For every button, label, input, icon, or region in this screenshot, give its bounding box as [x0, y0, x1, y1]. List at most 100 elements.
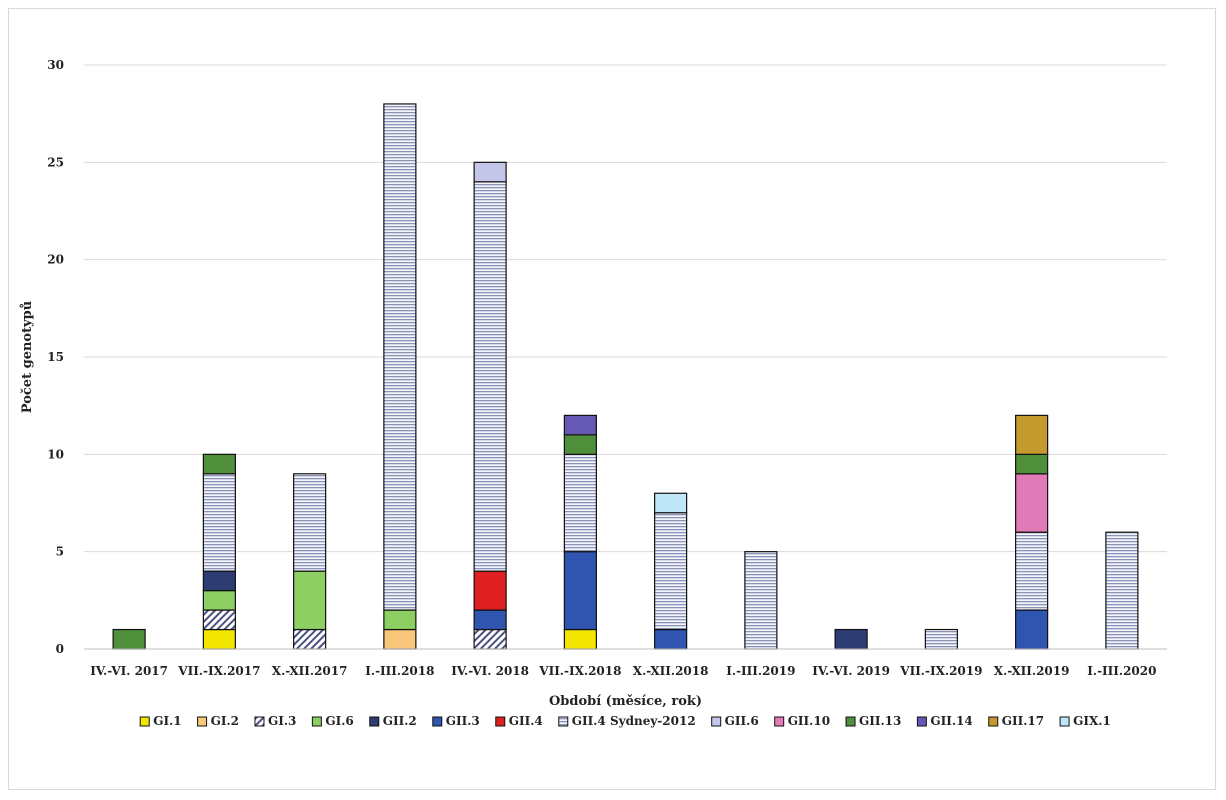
y-tick-label: 30	[47, 58, 64, 72]
legend-label: GII.14	[930, 714, 972, 728]
legend-item: GII.17	[988, 714, 1044, 728]
legend-item: GII.6	[711, 714, 759, 728]
legend-swatch	[558, 716, 569, 727]
legend-label: GII.13	[859, 714, 901, 728]
bar-segment	[202, 453, 236, 475]
x-tick-label: I.-III.2019	[726, 664, 795, 678]
legend-item: GII.10	[774, 714, 830, 728]
bar-segment	[202, 473, 236, 572]
legend-label: GIX.1	[1073, 714, 1111, 728]
legend-label: GI.1	[153, 714, 181, 728]
bar-segment	[1015, 473, 1049, 533]
bar-segment	[834, 628, 868, 650]
y-axis-title: Počet genotypů	[20, 301, 35, 413]
legend-label: GII.10	[788, 714, 830, 728]
legend-label: GII.3	[446, 714, 480, 728]
legend-swatch	[495, 716, 506, 727]
legend-label: GII.2	[383, 714, 417, 728]
x-tick-label: X.-XII.2019	[994, 664, 1070, 678]
bar-segment	[293, 570, 327, 631]
bar-segment	[654, 492, 688, 514]
legend-label: GII.17	[1002, 714, 1044, 728]
bar-segment	[563, 551, 597, 631]
y-tick-label: 10	[47, 447, 64, 461]
bar-segment	[563, 434, 597, 455]
legend-label: GII.6	[725, 714, 759, 728]
legend-item: GIX.1	[1059, 714, 1111, 728]
bar-segment	[293, 473, 327, 572]
legend-swatch	[916, 716, 927, 727]
legend-item: GI.1	[139, 714, 182, 728]
y-tick-label: 0	[56, 642, 64, 656]
bar-segment	[383, 609, 417, 631]
legend-swatch	[774, 716, 785, 727]
legend-label: GI.2	[211, 714, 239, 728]
legend-label: GII.4 Sydney-2012	[572, 714, 696, 728]
legend-item: GII.3	[432, 714, 480, 728]
bar-segment	[383, 628, 417, 650]
bar-segment	[563, 414, 597, 436]
legend-swatch	[711, 716, 722, 727]
bar-segment	[202, 589, 236, 611]
legend-item: GI.2	[197, 714, 239, 728]
legend-swatch	[1059, 716, 1070, 727]
x-tick-label: IV.-VI. 2019	[812, 664, 890, 678]
legend-swatch	[988, 716, 999, 727]
bar-segment	[654, 512, 688, 631]
bar-segment	[473, 570, 507, 611]
legend-item: GII.4	[495, 714, 543, 728]
x-axis-ticks: IV.-VI. 2017 VII.-IX.2017 X.-XII.2017 I.-II…	[90, 664, 1156, 678]
bar-segment	[473, 161, 507, 183]
legend-item: GI.6	[311, 714, 354, 728]
stacked-bar-chart: 0 5 10 15 20 25 30 IV.-VI. 2017 VII.-IX.2017 X.-…	[20, 58, 1167, 728]
bar-segment	[1015, 453, 1049, 475]
bar-segment	[563, 628, 597, 650]
bar-segment	[202, 628, 236, 650]
grid-lines	[84, 64, 1167, 553]
bars	[112, 103, 1139, 650]
x-tick-label: I.-III.2020	[1087, 664, 1156, 678]
legend-label: GI.6	[325, 714, 353, 728]
x-tick-label: VII.-IX.2018	[538, 664, 621, 678]
legend-swatch	[197, 716, 208, 727]
legend-item: GII.14	[916, 714, 973, 728]
bar-segment	[563, 453, 597, 553]
bar-segment	[1105, 531, 1139, 650]
bar-segment	[744, 551, 778, 650]
y-tick-label: 20	[47, 253, 64, 267]
bar-segment	[202, 570, 236, 592]
legend-item: GII.13	[845, 714, 901, 728]
y-tick-label: 15	[47, 350, 64, 364]
legend-label: GI.3	[268, 714, 296, 728]
y-tick-label: 5	[56, 545, 64, 559]
legend-item: GII.2	[369, 714, 417, 728]
x-tick-label: VII.-IX.2019	[899, 664, 982, 678]
y-axis-ticks: 0 5 10 15 20 25 30	[47, 58, 64, 656]
legend-swatch	[254, 716, 265, 727]
legend-swatch	[845, 716, 856, 727]
bar-segment	[654, 628, 688, 650]
bar-segment	[1015, 414, 1049, 455]
legend-label: GII.4	[509, 714, 543, 728]
bar-segment	[1015, 609, 1049, 650]
x-axis-title: Období (měsíce, rok)	[549, 694, 702, 709]
x-tick-label: IV.-VI. 2018	[451, 664, 529, 678]
x-tick-label: X.-XII.2017	[272, 664, 348, 678]
legend-item: GI.3	[254, 714, 296, 728]
bar-segment	[473, 181, 507, 572]
legend-swatch	[369, 716, 380, 727]
x-tick-label: VII.-IX.2017	[177, 664, 260, 678]
legend-swatch	[139, 716, 150, 727]
legend-swatch	[311, 716, 322, 727]
bar-segment	[383, 103, 417, 611]
x-tick-label: I.-III.2018	[365, 664, 434, 678]
legend-swatch	[432, 716, 443, 727]
bar-segment	[924, 628, 958, 650]
bar-segment	[202, 609, 236, 631]
bar-segment	[293, 628, 327, 650]
legend: GI.1 GI.2 GI.3 GI.6 GII.2 GII.3 GII.4 GII.4 Syd…	[139, 714, 1111, 728]
y-tick-label: 25	[47, 155, 64, 169]
legend-item: GII.4 Sydney-2012	[558, 714, 696, 728]
bar-segment	[473, 628, 507, 650]
bar-segment	[473, 609, 507, 631]
